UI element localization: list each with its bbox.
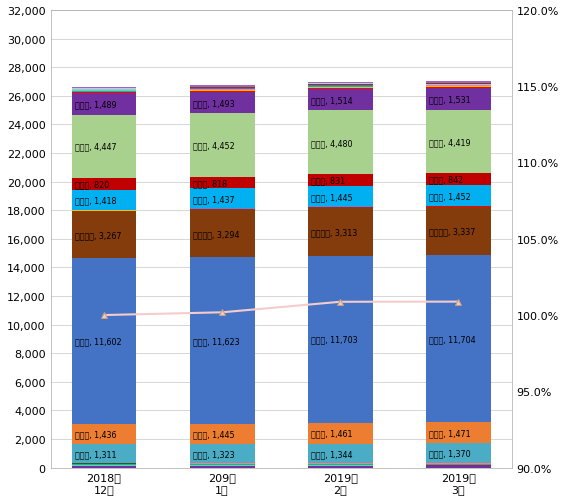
Bar xyxy=(308,85,373,86)
Bar xyxy=(426,111,491,174)
Bar xyxy=(190,86,255,88)
Bar xyxy=(308,256,373,423)
Bar xyxy=(308,423,373,444)
Text: 神奈川県, 3,294: 神奈川県, 3,294 xyxy=(193,230,239,239)
Text: 千葉県, 1,445: 千葉県, 1,445 xyxy=(193,429,235,438)
Bar xyxy=(426,89,491,111)
Bar xyxy=(190,466,255,467)
Bar xyxy=(71,93,136,94)
Bar xyxy=(190,210,255,211)
Bar xyxy=(190,88,255,89)
Bar xyxy=(71,424,136,444)
Bar xyxy=(190,177,255,189)
Text: 神奈川県, 3,313: 神奈川県, 3,313 xyxy=(311,228,358,237)
Text: 愛知県, 1,418: 愛知県, 1,418 xyxy=(75,196,117,205)
Bar xyxy=(308,209,373,256)
Bar xyxy=(308,465,373,466)
Bar xyxy=(426,422,491,443)
Bar xyxy=(71,190,136,211)
Text: 愛知県, 1,437: 愛知県, 1,437 xyxy=(193,195,235,204)
Bar xyxy=(190,92,255,93)
Bar xyxy=(71,92,136,93)
Bar xyxy=(426,87,491,88)
Bar xyxy=(71,444,136,463)
Bar xyxy=(426,466,491,467)
Bar xyxy=(190,211,255,258)
Bar xyxy=(426,465,491,466)
Bar xyxy=(426,443,491,463)
Text: 埼玉県, 1,344: 埼玉県, 1,344 xyxy=(311,449,353,458)
Bar xyxy=(308,208,373,209)
Bar xyxy=(190,464,255,465)
Bar xyxy=(426,186,491,206)
Text: 東京都, 11,704: 東京都, 11,704 xyxy=(430,335,476,343)
Bar xyxy=(308,90,373,111)
Bar xyxy=(308,464,373,465)
Bar xyxy=(71,465,136,466)
Bar xyxy=(190,189,255,209)
Bar xyxy=(426,256,491,422)
Bar xyxy=(308,88,373,89)
Bar xyxy=(308,111,373,175)
Bar xyxy=(426,464,491,465)
Bar xyxy=(71,94,136,115)
Bar xyxy=(426,174,491,186)
Bar xyxy=(426,88,491,89)
Text: 京都府, 820: 京都府, 820 xyxy=(75,180,109,189)
Text: 京都府, 842: 京都府, 842 xyxy=(430,175,464,184)
Text: 千葉県, 1,471: 千葉県, 1,471 xyxy=(430,428,471,437)
Text: 神奈川県, 3,267: 神奈川県, 3,267 xyxy=(75,230,122,239)
Text: 東京都, 11,703: 東京都, 11,703 xyxy=(311,335,358,344)
Text: 埼玉県, 1,323: 埼玉県, 1,323 xyxy=(193,449,235,458)
Bar xyxy=(308,175,373,187)
Bar xyxy=(190,424,255,444)
Bar xyxy=(190,465,255,466)
Text: 埼玉県, 1,370: 埼玉県, 1,370 xyxy=(430,449,471,458)
Text: 千葉県, 1,461: 千葉県, 1,461 xyxy=(311,429,353,438)
Text: 千葉県, 1,436: 千葉県, 1,436 xyxy=(75,430,117,439)
Text: 大阪府, 4,447: 大阪府, 4,447 xyxy=(75,143,117,151)
Bar xyxy=(426,207,491,208)
Bar xyxy=(71,212,136,259)
Bar xyxy=(71,90,136,91)
Text: 神奈川県, 3,337: 神奈川県, 3,337 xyxy=(430,227,476,236)
Bar xyxy=(71,179,136,190)
Bar xyxy=(308,87,373,88)
Text: 愛知県, 1,445: 愛知県, 1,445 xyxy=(311,193,353,202)
Bar xyxy=(190,90,255,91)
Bar xyxy=(71,464,136,465)
Text: 愛知県, 1,452: 愛知県, 1,452 xyxy=(430,192,471,201)
Bar xyxy=(190,444,255,463)
Text: 兵庫県, 1,489: 兵庫県, 1,489 xyxy=(75,100,117,109)
Bar xyxy=(190,91,255,92)
Bar xyxy=(426,82,491,84)
Bar xyxy=(71,466,136,467)
Bar xyxy=(426,84,491,85)
Bar xyxy=(190,114,255,177)
Text: 埼玉県, 1,311: 埼玉県, 1,311 xyxy=(75,449,117,458)
Text: 兵庫県, 1,493: 兵庫県, 1,493 xyxy=(193,99,235,108)
Text: 大阪府, 4,480: 大阪府, 4,480 xyxy=(311,139,353,148)
Bar xyxy=(71,211,136,212)
Bar xyxy=(308,466,373,467)
Text: 東京都, 11,623: 東京都, 11,623 xyxy=(193,336,240,345)
Text: 大阪府, 4,419: 大阪府, 4,419 xyxy=(430,138,471,147)
Bar xyxy=(308,187,373,207)
Text: 東京都, 11,602: 東京都, 11,602 xyxy=(75,337,122,346)
Bar xyxy=(190,258,255,424)
Bar xyxy=(426,208,491,256)
Bar xyxy=(71,259,136,424)
Bar xyxy=(308,444,373,463)
Text: 兵庫県, 1,531: 兵庫県, 1,531 xyxy=(430,95,471,104)
Bar xyxy=(308,89,373,90)
Text: 兵庫県, 1,514: 兵庫県, 1,514 xyxy=(311,96,353,105)
Text: 京都府, 818: 京都府, 818 xyxy=(193,179,228,188)
Bar xyxy=(71,115,136,179)
Bar xyxy=(190,93,255,114)
Text: 大阪府, 4,452: 大阪府, 4,452 xyxy=(193,141,235,150)
Bar xyxy=(71,88,136,89)
Text: 京都府, 831: 京都府, 831 xyxy=(311,176,345,185)
Bar xyxy=(308,83,373,84)
